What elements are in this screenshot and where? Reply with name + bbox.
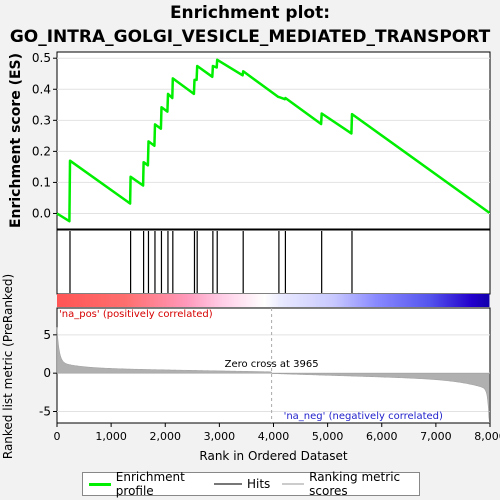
enrichment-chart: 0.0 0.1 0.2 0.3 0.4 0.5 Enrichment score (ES) -… (1, 51, 500, 463)
x-tick-label: 6,000 (366, 430, 398, 443)
es-ytick-label: 0.0 (32, 206, 51, 220)
legend-swatch-hits (213, 483, 242, 485)
legend-item-enrichment: Enrichment profile (89, 470, 202, 498)
x-tick-label: 5,000 (312, 430, 344, 443)
es-ytick-label: 0.3 (32, 113, 51, 127)
neg-label: 'na_neg' (negatively correlated) (284, 411, 443, 422)
rank-color-bar (57, 294, 490, 307)
legend-label-hits: Hits (246, 477, 271, 491)
es-curve (56, 58, 491, 223)
metric-panel (56, 307, 491, 424)
legend-swatch-ranking (282, 483, 305, 485)
chart-title-line1: Enrichment plot: (169, 3, 331, 23)
metric-ytick-label: 0 (43, 366, 51, 380)
x-tick-label: 8,000 (474, 430, 500, 443)
es-panel (56, 51, 491, 230)
chart-legend: Enrichment profile Hits Ranking metric s… (82, 470, 420, 498)
metric-ylabel: Ranked list metric (PreRanked) (1, 274, 15, 459)
es-ytick-label: 0.5 (32, 51, 51, 65)
metric-area (56, 327, 490, 424)
hits-group (69, 231, 353, 293)
chart-title-line2: GO_INTRA_GOLGI_VESICLE_MEDIATED_TRANSPOR… (9, 27, 491, 47)
legend-item-hits: Hits (213, 477, 271, 491)
metric-ytick-label: -5 (39, 405, 51, 419)
x-tick-label: 7,000 (420, 430, 452, 443)
zero-cross-label: Zero cross at 3965 (225, 359, 319, 370)
x-tick-label: 4,000 (258, 430, 290, 443)
legend-label-ranking: Ranking metric scores (309, 470, 401, 498)
legend-label-enrichment: Enrichment profile (115, 470, 185, 498)
pos-label: 'na_pos' (positively correlated) (59, 309, 213, 320)
x-tick-label: 3,000 (204, 430, 236, 443)
x-tick-label: 2,000 (150, 430, 182, 443)
metric-ytick-label: 5 (43, 328, 51, 342)
legend-item-ranking: Ranking metric scores (282, 470, 413, 498)
es-ylabel: Enrichment score (ES) (8, 53, 24, 228)
es-ytick-label: 0.1 (32, 175, 51, 189)
es-ytick-label: 0.4 (32, 82, 51, 96)
x-tick-label: 0 (54, 430, 61, 443)
hits-panel (56, 229, 491, 295)
legend-swatch-enrichment (89, 482, 111, 486)
x-tick-label: 1,000 (95, 430, 127, 443)
x-axis-label: Rank in Ordered Dataset (199, 449, 347, 463)
es-ytick-label: 0.2 (32, 144, 51, 158)
